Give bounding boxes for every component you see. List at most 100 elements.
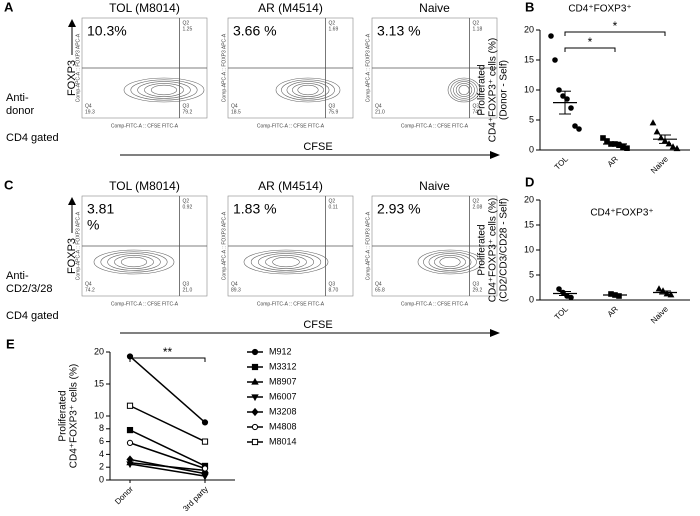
quadrant-value: 2.08 (473, 204, 483, 210)
contour (423, 251, 477, 273)
marker (126, 426, 134, 434)
quadrant-name: Q2 (183, 20, 190, 26)
marker (201, 419, 209, 426)
series-line (129, 458, 206, 475)
row-label: donor (6, 105, 34, 117)
quadrant-name: Q3 (473, 281, 480, 287)
gate-label: CD4 gated (6, 310, 59, 322)
marker (568, 105, 574, 111)
sig-bracket (564, 47, 616, 52)
contour (286, 81, 330, 99)
legend-label: M3312 (269, 361, 297, 371)
contour (243, 249, 329, 275)
x-tick-label: 3rd party (181, 485, 210, 514)
quadrant-value: 89.3 (231, 287, 241, 293)
series-line (129, 355, 206, 423)
quadrant-value: 1.18 (473, 26, 483, 32)
quadrant-name: Q4 (85, 281, 92, 287)
y-axis-label: Proliferated (58, 390, 69, 441)
contour (130, 79, 198, 101)
quadrant-name: Q3 (183, 103, 190, 109)
plot-y-axis: Comp-APC-A :: FOXP3 APC-A (75, 211, 81, 280)
y-axis-label: FOXP3 (66, 238, 78, 274)
percent-label: 3.66 % (233, 23, 277, 39)
contour (428, 253, 472, 271)
y-tick-label: 0 (529, 294, 534, 304)
percent-label: 3.81 (87, 201, 114, 217)
contour (447, 77, 481, 103)
quadrant-name: Q4 (231, 103, 238, 109)
percent-label: 2.93 % (377, 201, 421, 217)
quadrant-name: Q3 (183, 281, 190, 287)
gate-label: CD4 gated (6, 132, 59, 144)
marker (126, 455, 134, 464)
quadrant-value: 21.0 (183, 287, 193, 293)
plot-title: Naive (419, 179, 450, 193)
quadrant-value: 29.2 (473, 287, 483, 293)
quadrant-value: 1.25 (183, 26, 193, 32)
quadrant-value: 8.70 (329, 287, 339, 293)
marker (251, 363, 259, 371)
quadrant-name: Q4 (231, 281, 238, 287)
arrow-head (490, 151, 500, 159)
row-label: CD2/3/28 (6, 283, 52, 295)
sig-label: * (613, 19, 618, 33)
x-axis-label: CFSE (303, 141, 332, 153)
marker (604, 138, 610, 144)
percent-label: % (87, 217, 99, 233)
y-tick-label: 20 (524, 194, 534, 204)
panel-letter: E (6, 336, 15, 351)
sig-bracket (564, 31, 666, 36)
y-axis-label: Proliferated (477, 64, 488, 115)
quadrant-value: 74.7 (473, 109, 483, 115)
plot-title: AR (M4514) (258, 179, 323, 193)
y-axis-label: Proliferated (477, 224, 488, 275)
quadrant-value: 19.3 (85, 109, 95, 115)
plot-x-axis: Comp-FITC-A :: CFSE FITC-A (111, 123, 179, 129)
contour (93, 249, 175, 275)
x-tick-label: TOL (553, 304, 571, 322)
contour (292, 83, 324, 97)
marker (251, 423, 259, 431)
contour (265, 255, 307, 269)
quadrant-name: Q2 (473, 198, 480, 204)
x-tick-label: Naive (649, 154, 670, 175)
legend-label: M8014 (269, 436, 297, 446)
sig-bracket (129, 357, 206, 362)
y-tick-label: 2 (99, 462, 104, 472)
series-line (129, 463, 206, 477)
percent-label: 3.13 % (377, 23, 421, 39)
marker (600, 135, 606, 141)
marker (251, 407, 259, 417)
panel-letter: A (4, 0, 14, 14)
plot-title: TOL (M8014) (109, 1, 180, 15)
quadrant-value: 74.2 (85, 287, 95, 293)
y-axis-label: FOXP3 (66, 60, 78, 96)
y-tick-label: 15 (524, 54, 534, 64)
y-axis-label: CD4⁺FOXP3⁺ cells (%) (488, 38, 499, 142)
contour (453, 81, 475, 99)
chart-title: CD4⁺FOXP3⁺ (590, 208, 653, 219)
marker (251, 438, 259, 446)
contour (275, 77, 341, 103)
y-tick-label: 20 (524, 24, 534, 34)
contour (123, 77, 205, 103)
contour (144, 83, 184, 97)
y-tick-label: 20 (94, 346, 104, 356)
y-tick-label: 10 (524, 244, 534, 254)
quadrant-value: 65.8 (375, 287, 385, 293)
y-tick-label: 15 (524, 219, 534, 229)
contour (137, 81, 191, 99)
arrow-head (490, 329, 500, 337)
panel-letter: D (525, 174, 534, 189)
plot-x-axis: Comp-FITC-A :: CFSE FITC-A (111, 301, 179, 307)
sig-label: * (588, 35, 593, 49)
legend-label: M4808 (269, 421, 297, 431)
marker (556, 286, 562, 292)
contour (281, 79, 335, 101)
contour (114, 255, 154, 269)
quadrant-name: Q2 (473, 20, 480, 26)
contour (450, 79, 478, 101)
marker (572, 123, 578, 129)
